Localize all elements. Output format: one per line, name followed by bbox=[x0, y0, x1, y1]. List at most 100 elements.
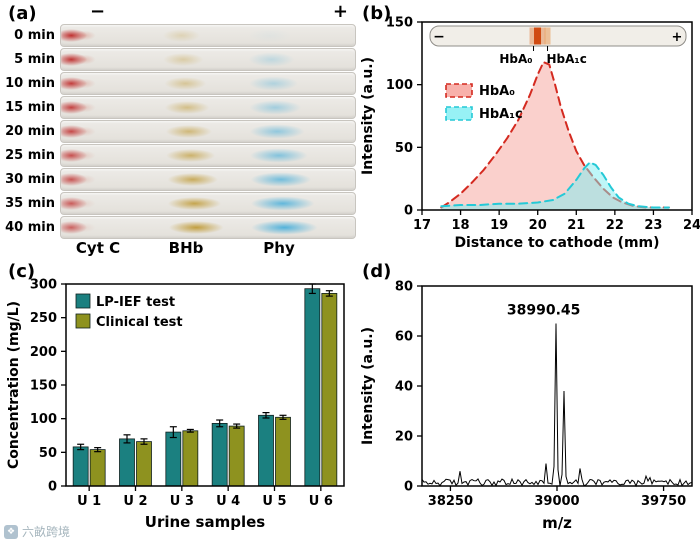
y-tick-label: 100 bbox=[386, 78, 413, 93]
electrophoresis-strip-image bbox=[60, 71, 356, 95]
panel-c: 0 50 100 150 200 250 300 U 1 U 2 U 3 U 4 U 5 U 6 Urin… bbox=[4, 260, 358, 542]
time-label: 0 min bbox=[14, 27, 55, 43]
time-label: 35 min bbox=[5, 195, 55, 211]
inset-hba1c-label: HbA₁c bbox=[547, 52, 587, 66]
bar-LP-IEF test bbox=[72, 446, 89, 487]
y-axis-label: Concentration (mg/L) bbox=[6, 301, 22, 469]
y-axis-label: Intensity (a.u.) bbox=[360, 327, 376, 445]
y-tick-label: 150 bbox=[386, 16, 413, 31]
x-tick-label: 21 bbox=[567, 218, 585, 233]
panel-a: (a) − + 0 min 5 min 10 min 15 min 20 min 25 m… bbox=[4, 1, 358, 260]
electrophoresis-strip-image bbox=[60, 95, 356, 119]
x-tick-label: 22 bbox=[606, 218, 624, 233]
strip-row: 10 min bbox=[4, 71, 358, 95]
strip-row: 35 min bbox=[4, 191, 358, 215]
x-tick-label: U 1 bbox=[77, 494, 101, 509]
bar-Clinical test bbox=[321, 293, 338, 487]
panel-d-chart: 38250 39000 39750 0 20 40 60 80 m/z Intensity (a.… bbox=[360, 280, 693, 532]
time-label: 20 min bbox=[5, 123, 55, 139]
bar-Clinical test bbox=[89, 449, 106, 487]
y-tick-label: 200 bbox=[30, 345, 57, 360]
watermark: ❖ 六畝跨境 bbox=[4, 523, 70, 540]
y-tick-label: 0 bbox=[48, 480, 57, 495]
series-area-HbA₀ bbox=[441, 62, 669, 210]
inset-plus-label: + bbox=[672, 30, 683, 45]
peak-annotation: 38990.45 bbox=[507, 303, 581, 319]
time-label: 5 min bbox=[14, 51, 55, 67]
legend-label: LP-IEF test bbox=[96, 295, 175, 310]
inset-strip-image bbox=[429, 25, 687, 47]
y-tick-label: 0 bbox=[404, 204, 413, 219]
x-tick-label: 20 bbox=[529, 218, 547, 233]
x-tick-label: U 3 bbox=[170, 494, 194, 509]
watermark-text: 六畝跨境 bbox=[22, 525, 71, 539]
y-axis-label: Intensity (a.u.) bbox=[360, 57, 376, 175]
inset-band-hba0 bbox=[534, 27, 542, 45]
inset-band-hba1c bbox=[544, 27, 551, 45]
x-tick-label: U 4 bbox=[216, 494, 240, 509]
panel-label-a: (a) bbox=[8, 3, 37, 24]
bar-LP-IEF test bbox=[119, 438, 135, 487]
electrophoresis-strip-image bbox=[60, 47, 356, 71]
electrophoresis-strip-image bbox=[60, 191, 356, 215]
strip-row: 0 min bbox=[4, 23, 358, 47]
x-axis-label: m/z bbox=[542, 514, 572, 532]
x-tick-label: 18 bbox=[452, 218, 470, 233]
inset-minus-label: − bbox=[433, 29, 445, 45]
x-tick-label: 17 bbox=[413, 218, 431, 233]
strip-row: 15 min bbox=[4, 95, 358, 119]
spectrum-line bbox=[421, 323, 693, 488]
legend-label: Clinical test bbox=[96, 315, 183, 330]
legend-swatch bbox=[75, 313, 91, 329]
bar-LP-IEF test bbox=[258, 414, 274, 487]
y-tick-label: 20 bbox=[395, 430, 413, 445]
legend-label: HbA₁c bbox=[479, 107, 523, 122]
legend-swatch bbox=[75, 293, 91, 309]
x-tick-label: 39750 bbox=[641, 494, 686, 509]
time-label: 15 min bbox=[5, 99, 55, 115]
y-tick-label: 50 bbox=[39, 446, 57, 461]
y-tick-label: 80 bbox=[395, 280, 413, 295]
panel-label-d: (d) bbox=[362, 261, 392, 282]
series-area-HbA₁c bbox=[441, 162, 669, 210]
panel-b: 17 18 19 20 21 22 23 24 0 50 100 150 Distance to cat… bbox=[358, 2, 700, 260]
time-label: 40 min bbox=[5, 219, 55, 235]
y-tick-label: 300 bbox=[30, 278, 57, 293]
lane-labels: Cyt C BHb Phy bbox=[60, 239, 356, 259]
time-label: 30 min bbox=[5, 171, 55, 187]
legend-label: HbA₀ bbox=[479, 84, 515, 99]
electrophoresis-strip-image bbox=[60, 167, 356, 191]
x-tick-label: 24 bbox=[683, 218, 700, 233]
panel-b-chart: 17 18 19 20 21 22 23 24 0 50 100 150 Distance to cat… bbox=[360, 16, 700, 252]
y-tick-label: 250 bbox=[30, 311, 57, 326]
strip-row: 30 min bbox=[4, 167, 358, 191]
legend-swatch bbox=[445, 106, 473, 121]
x-tick-label: 19 bbox=[490, 218, 508, 233]
series-line-HbA₁c bbox=[440, 161, 670, 209]
bar-Clinical test bbox=[182, 430, 199, 487]
y-tick-label: 40 bbox=[395, 380, 413, 395]
electrophoresis-strip-image bbox=[60, 119, 356, 143]
panel-label-b: (b) bbox=[362, 3, 392, 24]
series-line-HbA₀ bbox=[440, 61, 670, 209]
strip-rows: 0 min 5 min 10 min 15 min 20 min 25 min 30 min… bbox=[4, 23, 358, 239]
legend-swatch bbox=[445, 83, 473, 98]
bar-Clinical test bbox=[136, 441, 152, 487]
y-tick-label: 100 bbox=[30, 412, 57, 427]
bar-LP-IEF test bbox=[165, 431, 182, 487]
strip-row: 5 min bbox=[4, 47, 358, 71]
minus-electrode-label: − bbox=[90, 1, 106, 22]
x-tick-label: 23 bbox=[644, 218, 662, 233]
x-tick-label: U 5 bbox=[262, 494, 286, 509]
x-axis-label: Urine samples bbox=[145, 513, 266, 531]
x-tick-label: 39000 bbox=[534, 494, 579, 509]
bar-LP-IEF test bbox=[211, 422, 228, 487]
x-tick-label: U 6 bbox=[309, 494, 333, 509]
y-tick-label: 50 bbox=[395, 141, 413, 156]
lane-label: Cyt C bbox=[75, 239, 121, 257]
x-axis-label: Distance to cathode (mm) bbox=[454, 235, 659, 251]
strip-row: 20 min bbox=[4, 119, 358, 143]
y-tick-label: 0 bbox=[404, 480, 413, 495]
time-label: 10 min bbox=[5, 75, 55, 91]
